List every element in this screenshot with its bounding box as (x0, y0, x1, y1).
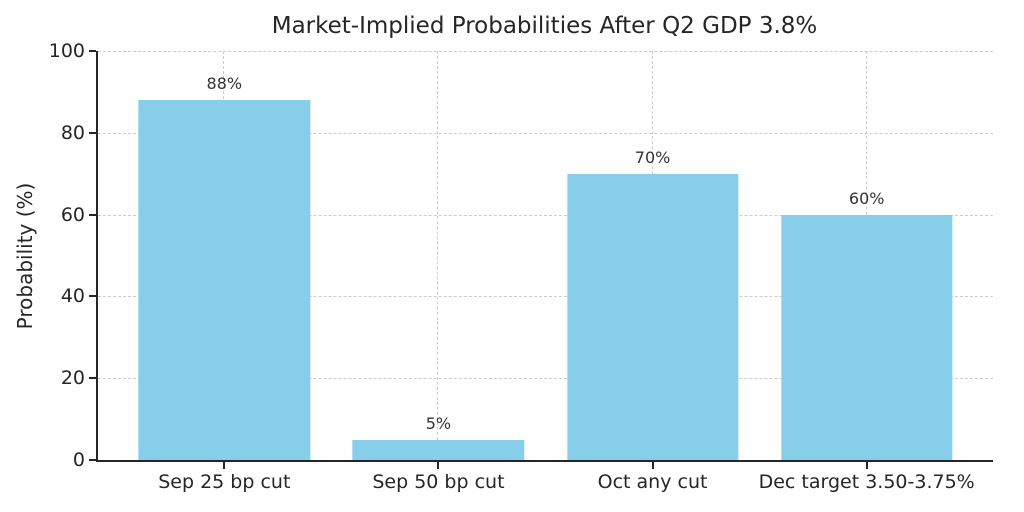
y-tick-label: 60 (60, 203, 85, 226)
bar-value-label: 5% (425, 413, 452, 433)
bar (138, 100, 310, 460)
x-tick-mark (223, 462, 226, 469)
y-tick-label: 80 (60, 121, 85, 144)
y-tick-mark (89, 377, 96, 380)
bar (352, 439, 525, 460)
x-tick-label: Oct any cut (597, 471, 708, 493)
bar (781, 214, 953, 460)
bar-value-label: 88% (206, 74, 243, 94)
y-tick-label: 40 (60, 285, 85, 308)
x-tick-label: Dec target 3.50-3.75% (758, 471, 975, 493)
x-tick-mark (865, 462, 868, 469)
y-tick-label: 0 (72, 449, 85, 471)
y-tick-mark (89, 50, 96, 52)
plot-area: 88% 5% 70% 60% 0 20 40 60 80 100 Sep 25 bp cut Sep… (49, 40, 993, 493)
y-axis-label: Probability (%) (13, 182, 37, 330)
y-tick-label: 100 (48, 40, 85, 62)
bar (566, 173, 739, 460)
y-tick-mark (89, 459, 96, 461)
y-tick-mark (89, 295, 96, 298)
bars-layer: 88% 5% 70% 60% (98, 51, 993, 460)
bar-value-label: 70% (634, 147, 671, 167)
y-gridline (98, 214, 993, 216)
x-tick-mark (437, 462, 440, 469)
y-gridline (98, 51, 993, 52)
x-gridline (437, 51, 439, 460)
y-tick-mark (89, 213, 96, 216)
y-tick-label: 20 (60, 367, 85, 390)
y-gridline (98, 296, 993, 298)
y-gridline (98, 378, 993, 380)
y-tick-mark (89, 131, 96, 134)
ticks-layer: 0 20 40 60 80 100 Sep 25 bp cut Sep 50 bp cut Oc… (49, 40, 993, 493)
bar-value-label: 60% (848, 188, 885, 208)
x-tick-mark (651, 462, 654, 469)
chart-title: Market-Implied Probabilities After Q2 GD… (271, 13, 818, 39)
y-gridline (98, 132, 993, 134)
x-tick-label: Sep 50 bp cut (372, 471, 505, 493)
x-tick-label: Sep 25 bp cut (158, 471, 291, 493)
